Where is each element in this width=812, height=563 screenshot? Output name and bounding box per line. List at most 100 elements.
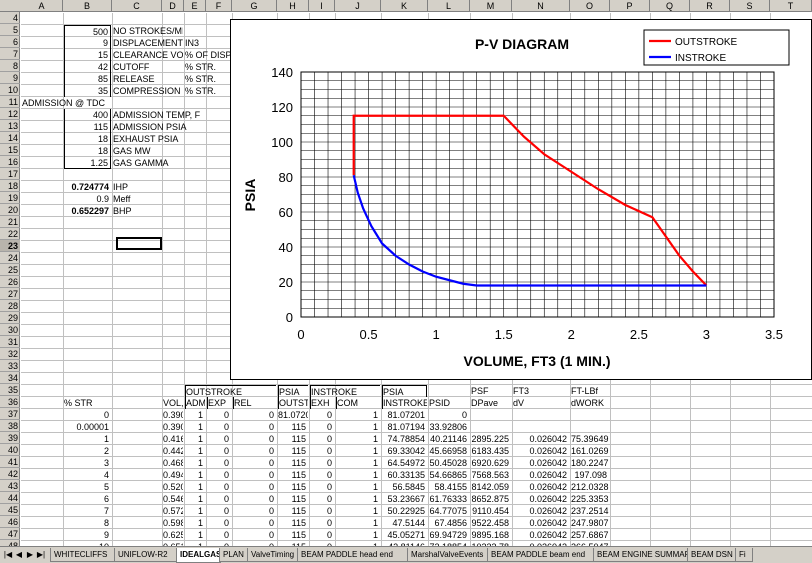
gas-input-value[interactable]: 18 — [64, 145, 111, 157]
table-header[interactable]: COM — [336, 397, 380, 409]
table-cell[interactable]: 161.0269 — [571, 446, 609, 456]
table-cell[interactable]: 0.026042 — [529, 530, 567, 540]
table-cell[interactable]: 1 — [197, 518, 203, 528]
row-header-14[interactable]: 14 — [0, 132, 20, 144]
table-header[interactable]: REL — [233, 397, 276, 409]
row-header-12[interactable]: 12 — [0, 108, 20, 120]
table-cell[interactable]: 0 — [268, 410, 274, 420]
table-cell[interactable]: 115 — [291, 470, 306, 480]
output-label[interactable]: BHP — [113, 206, 132, 216]
table-cell[interactable]: 0 — [268, 518, 274, 528]
table-cell[interactable]: 0 — [103, 410, 109, 420]
table-cell[interactable]: 0 — [223, 410, 229, 420]
table-cell[interactable]: 81.07201 — [278, 410, 308, 420]
gas-input-value[interactable]: 115 — [64, 121, 111, 133]
row-header-43[interactable]: 43 — [0, 480, 20, 492]
column-header-i[interactable]: I — [309, 0, 335, 12]
row-header-6[interactable]: 6 — [0, 36, 20, 48]
table-cell[interactable]: 0 — [223, 506, 229, 516]
table-cell[interactable]: 237.2514 — [571, 506, 609, 516]
table-cell[interactable]: 81.07194 — [387, 422, 425, 432]
sheet-tab-fi[interactable]: Fi — [735, 548, 753, 562]
column-header-d[interactable]: D — [162, 0, 184, 12]
table-cell[interactable]: 0 — [461, 410, 467, 420]
table-cell[interactable]: 45.66958 — [429, 446, 467, 456]
table-cell[interactable]: 33.92806 — [429, 422, 467, 432]
sheet-nav-button[interactable]: |◀ — [3, 550, 13, 559]
table-cell[interactable]: 0.026042 — [529, 446, 567, 456]
column-header-k[interactable]: K — [381, 0, 428, 12]
table-header[interactable]: DPave — [471, 398, 499, 408]
row-header-29[interactable]: 29 — [0, 312, 20, 324]
table-cell[interactable]: 0 — [326, 482, 332, 492]
table-cell[interactable]: 74.78854 — [387, 434, 425, 444]
table-cell[interactable]: 257.6867 — [571, 530, 609, 540]
output-value[interactable]: 0.724774 — [71, 182, 109, 192]
row-header-33[interactable]: 33 — [0, 360, 20, 372]
row-header-22[interactable]: 22 — [0, 228, 20, 240]
table-cell[interactable]: 9110.454 — [472, 506, 509, 516]
input-label[interactable]: COMPRESSION — [113, 86, 181, 96]
table-cell[interactable]: 0 — [326, 494, 332, 504]
row-header-36[interactable]: 36 — [0, 396, 20, 408]
table-cell[interactable]: 0 — [326, 410, 332, 420]
table-cell[interactable]: 2895.225 — [471, 434, 509, 444]
table-cell[interactable]: 0 — [223, 470, 229, 480]
table-cell[interactable]: 1 — [372, 506, 378, 516]
table-cell[interactable]: 6 — [103, 494, 109, 504]
table-cell[interactable]: 8142.059 — [471, 482, 509, 492]
table-cell[interactable]: 0 — [223, 530, 229, 540]
row-header-27[interactable]: 27 — [0, 288, 20, 300]
table-cell[interactable]: 7 — [103, 506, 109, 516]
table-cell[interactable]: 0 — [326, 446, 332, 456]
gas-input-value[interactable]: 18 — [64, 133, 111, 145]
table-cell[interactable]: 7568.563 — [471, 470, 509, 480]
table-cell[interactable]: 115 — [291, 506, 306, 516]
table-cell[interactable]: 0.026042 — [529, 470, 567, 480]
table-cell[interactable]: 0 — [223, 518, 229, 528]
column-header-r[interactable]: R — [690, 0, 730, 12]
table-cell[interactable]: 115 — [291, 422, 306, 432]
table-cell[interactable]: 67.4856 — [434, 518, 467, 528]
row-header-23[interactable]: 23 — [0, 240, 20, 252]
table-cell[interactable]: 58.4155 — [434, 482, 467, 492]
input-unit[interactable]: % OF DISP — [185, 50, 231, 60]
table-cell[interactable]: 1 — [197, 470, 203, 480]
input-label[interactable]: NO STROKES/MIN — [113, 26, 183, 36]
table-cell[interactable]: 4 — [103, 470, 109, 480]
group-header-instroke[interactable]: INSTROKE — [310, 385, 380, 397]
gas-input-value[interactable]: 400 — [64, 109, 111, 121]
row-header-45[interactable]: 45 — [0, 504, 20, 516]
table-cell[interactable]: 1 — [372, 410, 378, 420]
row-header-25[interactable]: 25 — [0, 264, 20, 276]
table-cell[interactable]: 0.546875 — [163, 494, 183, 504]
table-cell[interactable]: 0 — [223, 482, 229, 492]
row-header-34[interactable]: 34 — [0, 372, 20, 384]
table-header[interactable]: % STR — [64, 398, 93, 408]
table-cell[interactable]: 0.390625 — [163, 422, 183, 432]
row-header-41[interactable]: 41 — [0, 456, 20, 468]
table-cell[interactable]: 56.5845 — [392, 482, 425, 492]
sheet-tab-beam-engine-summary[interactable]: BEAM ENGINE SUMMARY — [593, 548, 689, 562]
table-cell[interactable]: 0 — [268, 530, 274, 540]
table-cell[interactable]: 0 — [268, 446, 274, 456]
output-value[interactable]: 0.9 — [96, 194, 109, 204]
table-cell[interactable]: 53.23667 — [387, 494, 425, 504]
row-header-5[interactable]: 5 — [0, 24, 20, 36]
table-cell[interactable]: 0 — [326, 530, 332, 540]
table-cell[interactable]: 0 — [223, 494, 229, 504]
column-header-c[interactable]: C — [112, 0, 162, 12]
table-cell[interactable]: 0 — [268, 422, 274, 432]
table-cell[interactable]: 212.0328 — [571, 482, 609, 492]
group-header-ftlbf[interactable]: FT-LBf — [571, 386, 599, 396]
table-cell[interactable]: 1 — [197, 506, 203, 516]
table-cell[interactable]: 9522.458 — [471, 518, 509, 528]
group-header-psf[interactable]: PSF — [471, 386, 489, 396]
row-header-31[interactable]: 31 — [0, 336, 20, 348]
row-header-30[interactable]: 30 — [0, 324, 20, 336]
column-header-n[interactable]: N — [512, 0, 570, 12]
row-header-4[interactable]: 4 — [0, 12, 20, 24]
table-cell[interactable]: 1 — [103, 434, 109, 444]
table-cell[interactable]: 115 — [291, 518, 306, 528]
table-cell[interactable]: 1 — [197, 530, 203, 540]
